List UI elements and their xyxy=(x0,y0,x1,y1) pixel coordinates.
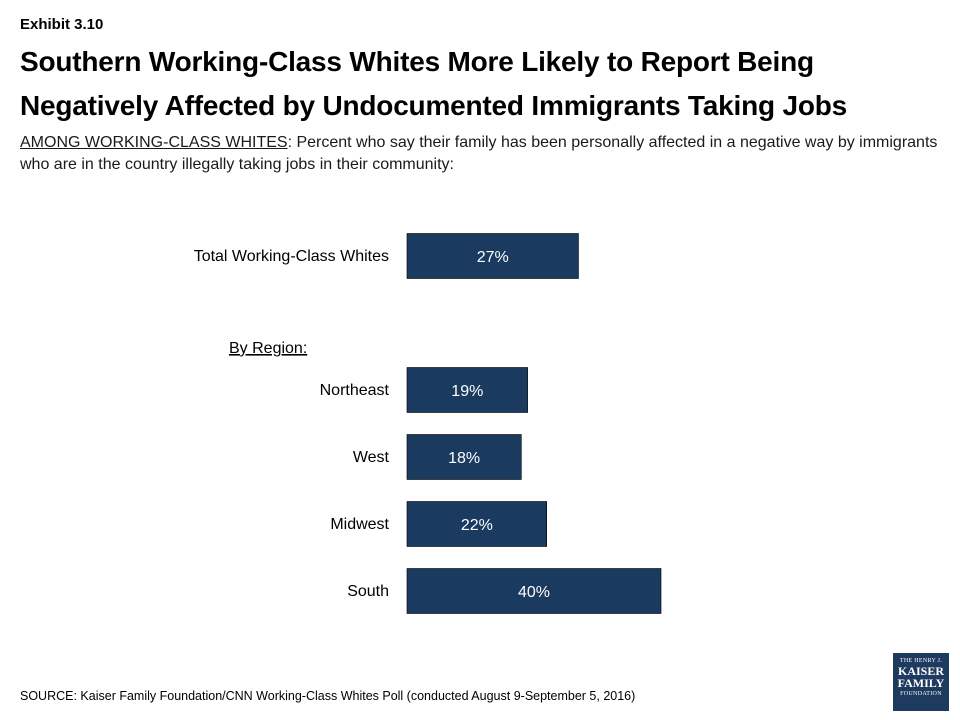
category-label-south: South xyxy=(347,583,389,600)
bar-total-working-class-whites xyxy=(406,233,579,279)
logo-line-4: FOUNDATION xyxy=(900,691,942,697)
category-label-total-working-class-whites: Total Working-Class Whites xyxy=(194,248,389,265)
bar-northeast xyxy=(406,367,528,413)
chart-subtitle: AMONG WORKING-CLASS WHITES: Percent who … xyxy=(20,132,940,176)
logo-line-1: THE HENRY J. xyxy=(899,658,943,664)
value-label-total-working-class-whites: 27% xyxy=(477,249,509,266)
value-label-south: 40% xyxy=(518,584,550,601)
subtitle-lead: AMONG WORKING-CLASS WHITES xyxy=(20,134,288,151)
category-label-midwest: Midwest xyxy=(330,516,389,533)
value-label-midwest: 22% xyxy=(461,517,493,534)
bar-west xyxy=(406,434,522,480)
value-label-west: 18% xyxy=(448,450,480,467)
kff-logo: THE HENRY J. KAISER FAMILY FOUNDATION xyxy=(893,653,949,711)
source-note: SOURCE: Kaiser Family Foundation/CNN Wor… xyxy=(20,689,636,703)
category-label-northeast: Northeast xyxy=(320,382,390,399)
group-label-by-region: By Region: xyxy=(229,340,307,357)
category-label-west: West xyxy=(353,449,390,466)
subtitle-text: : Percent who say their family has been … xyxy=(20,134,938,173)
bar-south xyxy=(406,568,662,614)
logo-line-2: KAISER xyxy=(897,664,944,678)
logo-line-3: FAMILY xyxy=(897,676,945,690)
exhibit-label: Exhibit 3.10 xyxy=(20,16,104,33)
value-label-northeast: 19% xyxy=(451,383,483,400)
bar-midwest xyxy=(406,501,547,547)
chart-title: Southern Working-Class Whites More Likel… xyxy=(20,46,848,121)
